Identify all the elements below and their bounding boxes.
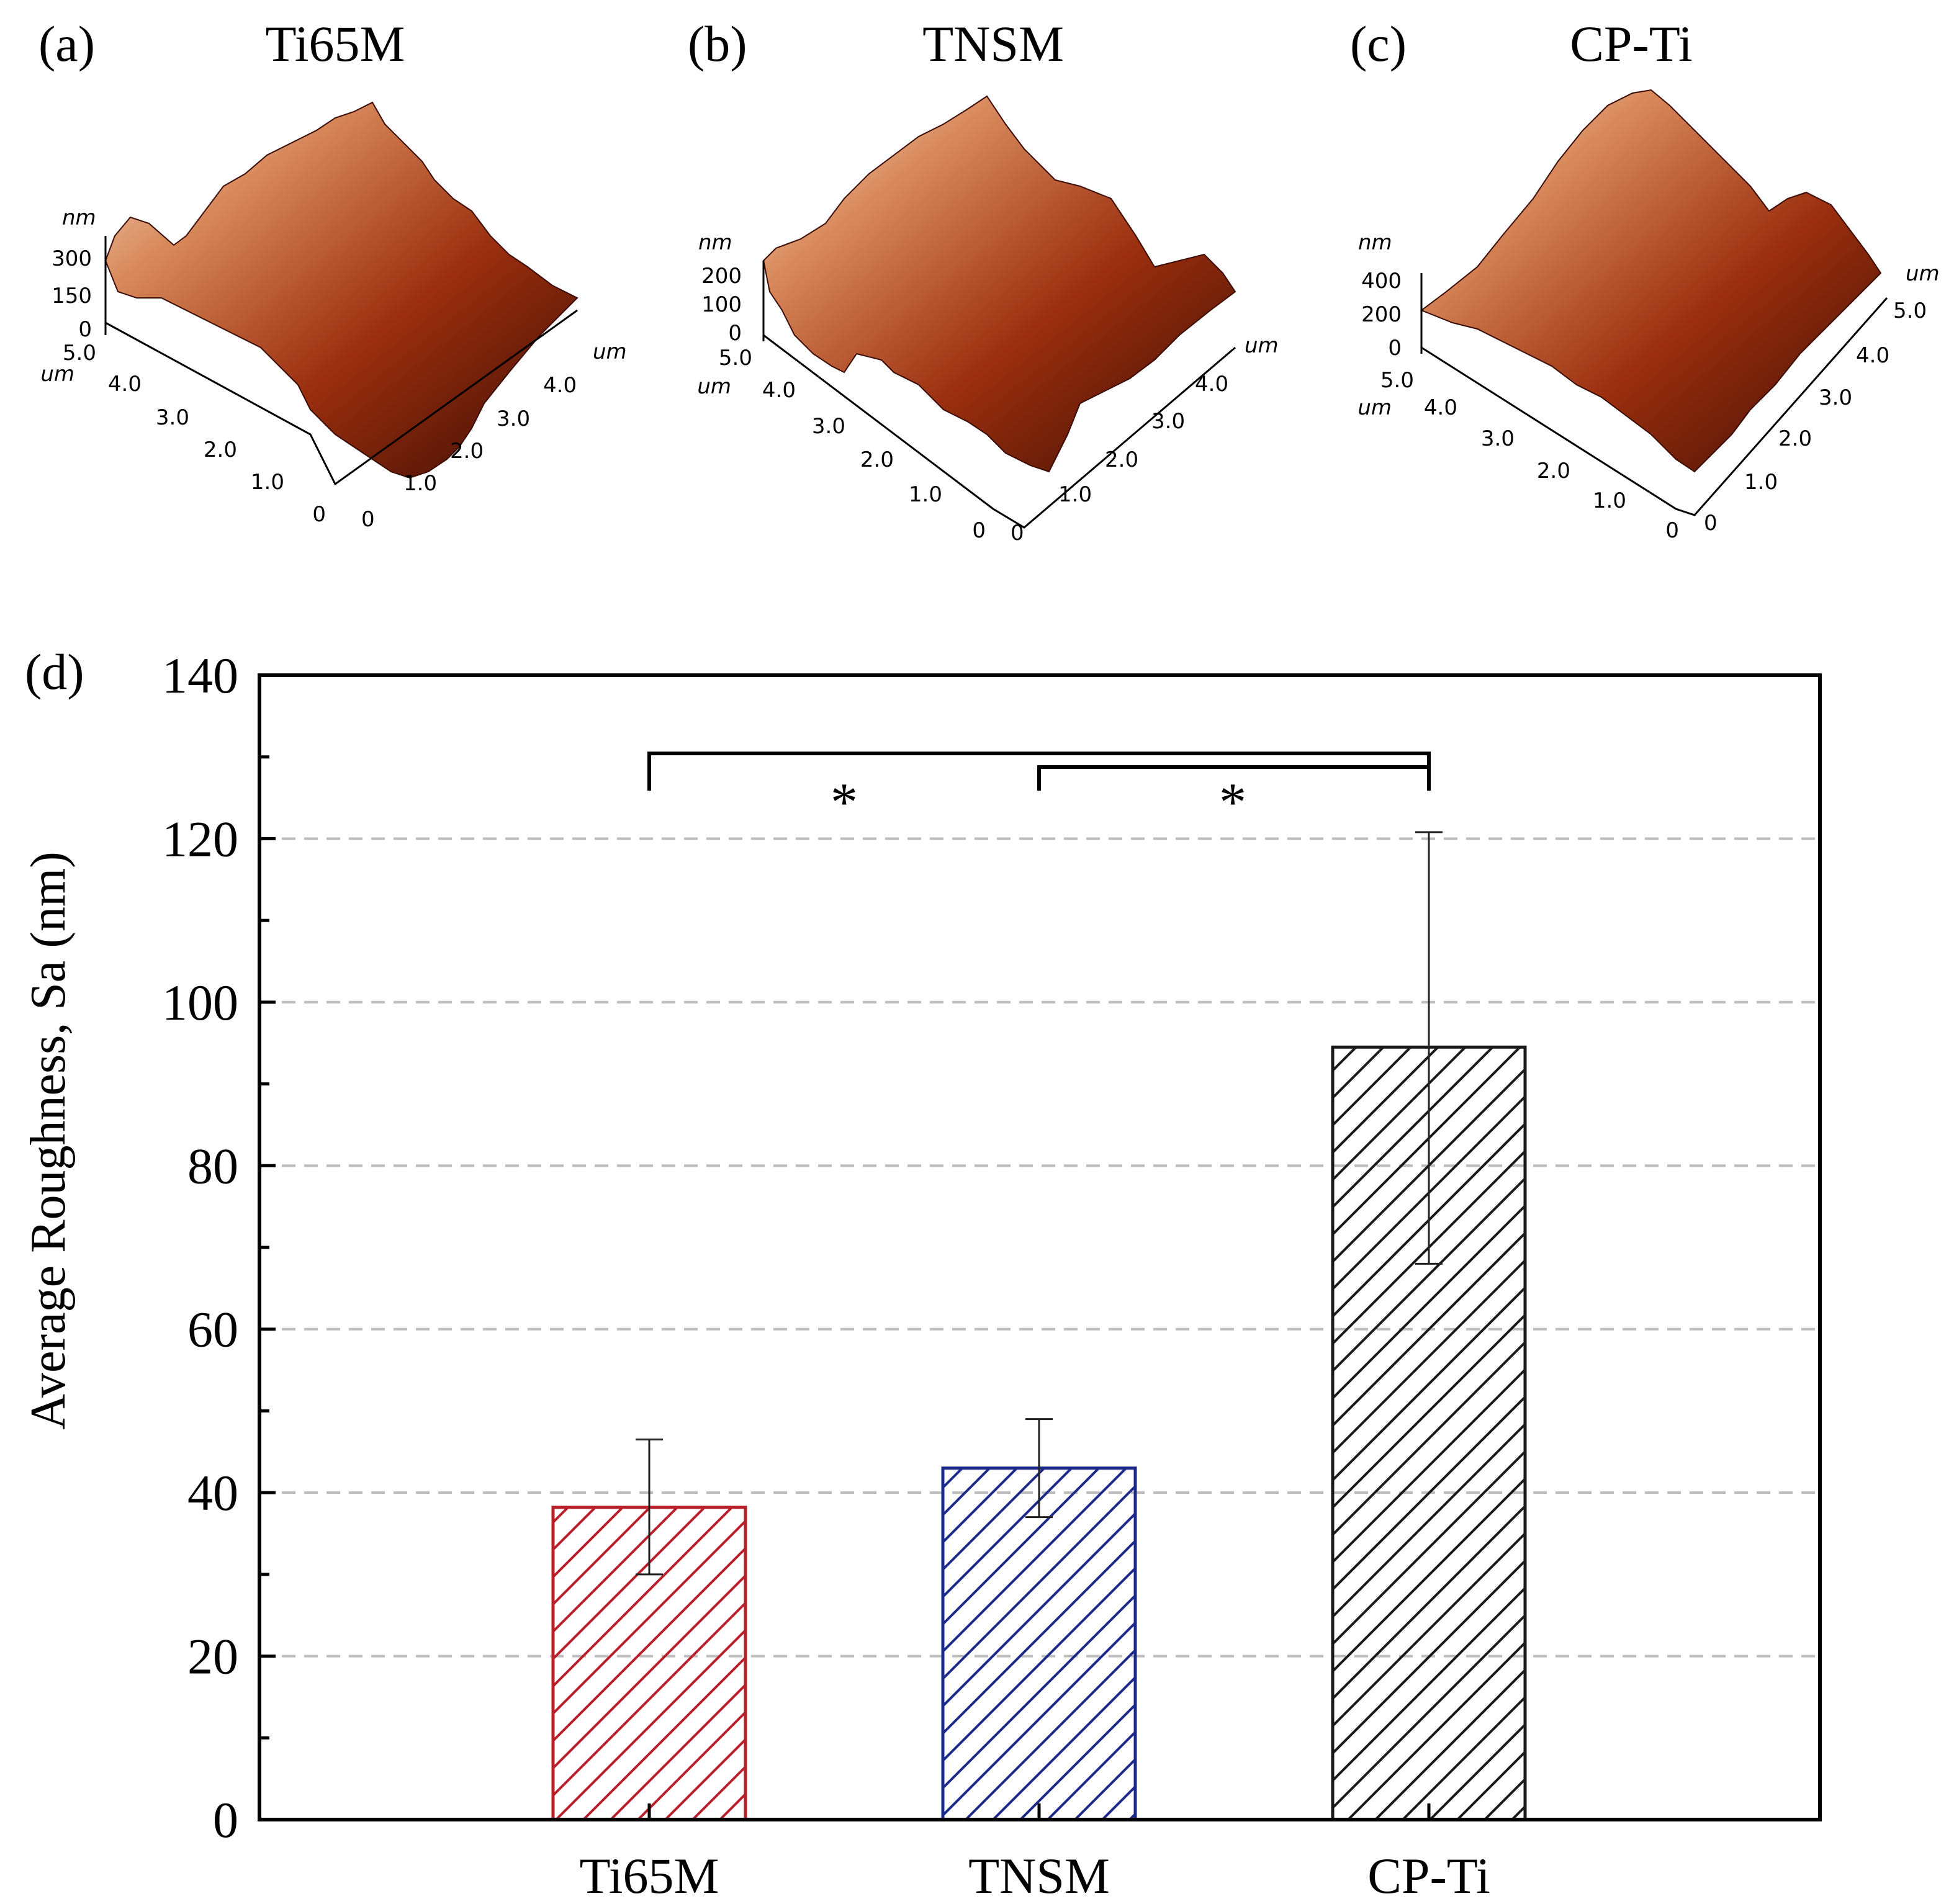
y-axis-ticks: 0 20 40 60 80 100 120 140 (162, 647, 276, 1848)
right-axis-tick: 5.0 (1893, 299, 1927, 323)
left-axis-tick: 4.0 (1424, 395, 1457, 420)
error-bars (636, 831, 1443, 1576)
y-tick-label: 120 (162, 811, 238, 867)
z-tick: 150 (52, 284, 92, 308)
right-axis-tick: 3.0 (1819, 385, 1852, 410)
afm-panel-a: (a) Ti65M nm 300 150 0 5.0 um 4.0 3.0 2.… (38, 16, 627, 532)
left-axis-tick: 1.0 (909, 482, 942, 507)
panel-letter: (b) (688, 16, 747, 72)
right-axis-tick: 1.0 (403, 471, 437, 496)
z-tick: 0 (78, 317, 92, 342)
right-axis-tick: 0 (1704, 511, 1718, 536)
panel-letter: (d) (25, 644, 84, 700)
left-axis-tick: 3.0 (812, 414, 845, 439)
z-tick: 100 (701, 292, 742, 317)
left-axis-tick: 0 (972, 518, 986, 543)
right-axis-unit: um (593, 339, 627, 364)
z-tick: 200 (701, 264, 742, 289)
afm-axes (105, 309, 578, 486)
y-tick-label: 20 (187, 1628, 238, 1685)
left-axis-tick: 5.0 (63, 341, 96, 366)
right-axis-tick: 3.0 (1151, 409, 1185, 434)
left-axis-tick: 5.0 (1380, 368, 1414, 393)
left-axis-unit: um (40, 362, 74, 387)
right-axis-tick: 4.0 (1195, 372, 1228, 397)
significance-brackets: * * (647, 752, 1431, 833)
right-axis-tick: 2.0 (450, 439, 484, 464)
y-tick-label: 60 (187, 1301, 238, 1358)
right-axis-tick: 2.0 (1105, 447, 1138, 472)
left-axis-tick: 5.0 (719, 346, 752, 370)
afm-panel-b: (b) TNSM nm 200 100 0 5.0 um 4.0 3.0 2.0… (688, 16, 1279, 546)
afm-surface-image (1420, 89, 1882, 473)
panel-letter: (a) (38, 16, 95, 72)
left-axis-tick: 2.0 (204, 438, 237, 462)
afm-axes (763, 334, 1236, 529)
left-axis-tick: 1.0 (251, 470, 284, 495)
panel-letter: (c) (1350, 16, 1407, 72)
afm-axes (1421, 297, 1888, 516)
significance-bracket (1037, 765, 1431, 791)
z-tick: 0 (728, 321, 742, 346)
left-axis-tick: 4.0 (762, 378, 796, 403)
y-tick-label: 140 (162, 647, 238, 704)
y-tick-label: 40 (187, 1465, 238, 1521)
left-axis-tick: 1.0 (1593, 488, 1626, 513)
panel-title: CP-Ti (1570, 16, 1693, 72)
left-axis-tick: 3.0 (156, 405, 189, 430)
z-unit: nm (62, 205, 96, 230)
x-tick-label: Ti65M (580, 1848, 719, 1904)
afm-surface-image (104, 101, 579, 479)
left-axis-tick: 3.0 (1481, 426, 1515, 451)
left-axis-tick: 2.0 (860, 447, 894, 472)
z-tick: 0 (1388, 336, 1402, 361)
x-axis-ticks: Ti65M TNSM CP-Ti (580, 1803, 1490, 1904)
right-axis-tick: 0 (1011, 521, 1024, 546)
y-tick-label: 80 (187, 1138, 238, 1194)
x-tick-label: CP-Ti (1367, 1848, 1490, 1904)
z-tick: 300 (52, 246, 92, 271)
right-axis-unit: um (1906, 261, 1940, 286)
left-axis-tick: 4.0 (108, 372, 142, 397)
right-axis-tick: 4.0 (1856, 343, 1889, 368)
z-unit: nm (698, 230, 732, 255)
right-axis-tick: 4.0 (543, 373, 577, 398)
afm-surface-image (762, 95, 1236, 473)
significance-marker: * (831, 773, 858, 833)
panel-title: TNSM (922, 16, 1064, 72)
right-axis-tick: 3.0 (497, 406, 530, 431)
significance-marker: * (1219, 773, 1246, 833)
left-axis-unit: um (697, 374, 731, 399)
y-tick-label: 100 (162, 974, 238, 1031)
afm-panel-c: (c) CP-Ti nm 400 200 0 5.0 um 4.0 3.0 2.… (1350, 16, 1940, 543)
y-axis-label: Average Roughness, Sa (nm) (21, 851, 76, 1430)
panel-title: Ti65M (266, 16, 405, 72)
roughness-bar-chart: (d) Average Roughness, Sa (nm) * * 020406… (21, 644, 1822, 1904)
z-unit: nm (1358, 230, 1392, 255)
left-axis-tick: 0 (312, 502, 326, 527)
right-axis-tick: 1.0 (1058, 482, 1092, 507)
right-axis-tick: 0 (361, 507, 375, 532)
gridlines (259, 837, 1820, 1658)
z-tick: 200 (1361, 302, 1402, 327)
bar-tnsm (941, 1466, 1137, 1821)
z-tick: 400 (1361, 269, 1402, 294)
right-axis-tick: 2.0 (1778, 426, 1812, 451)
y-tick-label: 0 (213, 1792, 238, 1848)
x-tick-label: TNSM (968, 1848, 1110, 1904)
left-axis-tick: 0 (1665, 518, 1679, 543)
left-axis-unit: um (1357, 395, 1392, 420)
left-axis-tick: 2.0 (1537, 459, 1570, 483)
right-axis-unit: um (1245, 333, 1279, 358)
right-axis-tick: 1.0 (1744, 470, 1778, 495)
